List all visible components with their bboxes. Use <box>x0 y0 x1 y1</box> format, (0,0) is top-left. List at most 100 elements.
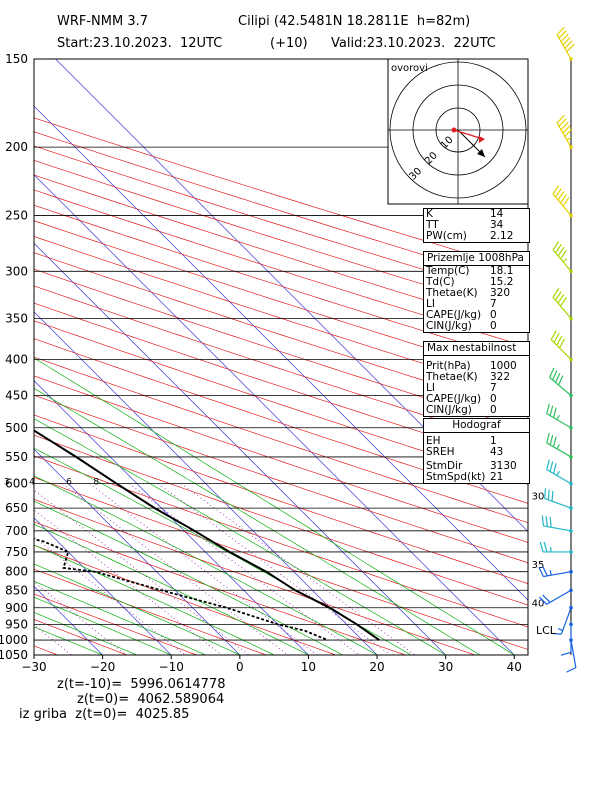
start-label: Start:23.10.2023. 12UTC <box>57 36 223 51</box>
moist-adiabat-line <box>34 563 240 655</box>
wind-barb-dot <box>569 316 573 321</box>
max-key: CAPE(J/kg) <box>426 393 482 405</box>
wind-barb-flag <box>552 436 557 448</box>
max-value: 0 <box>490 393 497 405</box>
pressure-tick-label: 950 <box>5 617 28 631</box>
surface-key: LI <box>426 298 435 310</box>
wind-barb-half-flag <box>556 415 560 420</box>
max-value: 1000 <box>490 360 517 372</box>
hodograph-ring <box>435 107 481 153</box>
hodograf-value: 21 <box>490 471 504 483</box>
moist-adiabat-line <box>34 523 309 655</box>
wind-barb-dot <box>569 393 573 398</box>
hodograf-value: 3130 <box>490 460 517 472</box>
hodograph-point <box>451 127 457 133</box>
wind-barb-flag <box>543 541 548 553</box>
wind-barb-staff <box>546 589 572 605</box>
surface-key: CAPE(J/kg) <box>426 309 482 321</box>
pressure-tick-label: 600 <box>5 477 28 491</box>
temperature-tick-label: 10 <box>301 660 316 674</box>
hodograf-title: Hodograf <box>424 419 529 433</box>
wind-barb-flag <box>562 37 571 46</box>
wind-barb-flag <box>552 407 557 418</box>
index-value: 34 <box>490 219 504 231</box>
index-value: 14 <box>490 208 504 220</box>
wind-barb-flag <box>538 596 548 605</box>
index-key: TT <box>426 219 439 231</box>
isotherm-line <box>55 59 528 532</box>
wind-barb-flag <box>549 516 552 528</box>
isotherm-line <box>34 517 172 655</box>
wind-barb-flag <box>546 459 550 470</box>
moist-adiabat-line <box>34 475 378 655</box>
z-zero-value: 4062.589064 <box>137 692 225 707</box>
offset-label: (+10) <box>270 36 308 51</box>
wind-barb-staff <box>544 497 572 509</box>
wind-barb-flag <box>541 515 545 527</box>
surface-value: 320 <box>490 287 511 299</box>
surface-key: Td(C) <box>426 276 455 288</box>
mixing-ratio-line <box>34 489 249 655</box>
wind-barb-half-flag <box>549 570 552 576</box>
surface-key: CIN(J/kg) <box>426 320 472 332</box>
max-key: Prit(hPa) <box>426 360 471 372</box>
skewt-chart: 1502002503003504004505005506006507007508… <box>0 26 577 674</box>
pressure-tick-label: 500 <box>5 421 28 435</box>
index-row: TT 34 <box>424 220 529 231</box>
temperature-tick-label: 30 <box>438 660 453 674</box>
hodograf-key: EH <box>426 435 441 447</box>
z-minus10-value: 5996.0614778 <box>130 677 226 692</box>
temperature-tick-label: 20 <box>369 660 384 674</box>
wind-barb-dot <box>569 622 573 627</box>
wind-barb-flag <box>564 40 573 49</box>
z-grib-label: iz griba z(t=0)= <box>19 707 128 722</box>
valid-label: Valid:23.10.2023. 22UTC <box>331 36 496 51</box>
wind-barb-flag <box>538 566 544 577</box>
wind-barb-staff <box>556 122 572 148</box>
wind-barb-flag <box>551 632 562 635</box>
dry-adiabat-line <box>34 568 267 655</box>
moist-adiabat-line <box>34 418 446 655</box>
wind-barb-dot <box>569 506 573 510</box>
hodograph-ring <box>389 61 527 199</box>
moist-adiabat-line <box>34 447 412 655</box>
pressure-tick-label: 750 <box>5 545 28 559</box>
wind-barb-flag <box>562 197 570 207</box>
wind-barb-flag <box>560 33 569 42</box>
wind-barb-flag <box>552 288 560 298</box>
mixing-ratio-line <box>157 483 391 655</box>
max-key: LI <box>426 382 435 394</box>
wind-barb-dot <box>569 357 573 362</box>
wind-barb-flag <box>557 294 565 304</box>
wind-barb-staff <box>546 442 572 458</box>
wind-barb-flag <box>555 188 562 198</box>
temperature-tick-label: −20 <box>90 660 115 674</box>
index-value: 2.12 <box>490 230 514 242</box>
moist-adiabat-line <box>34 387 481 655</box>
z-zero-label: z(t=0)= <box>77 692 130 707</box>
max-key: Thetae(K) <box>426 371 478 383</box>
wind-barb-staff <box>552 249 572 272</box>
hodograph-trace-arrow <box>479 136 485 143</box>
wind-barb-flag <box>558 118 567 127</box>
isotherm-line <box>34 311 378 655</box>
hodograf-key: StmSpd(kt) <box>426 471 486 483</box>
wind-barb-staff <box>556 34 572 60</box>
wind-barb-flag <box>553 333 560 343</box>
surface-value: 0 <box>490 320 497 332</box>
wind-barb-staff <box>552 296 572 319</box>
wind-barb-staff <box>552 193 572 216</box>
moist-adiabat-line <box>34 596 172 655</box>
mixing-ratio-label: 8 <box>93 478 99 488</box>
wind-barb-dot <box>569 145 573 149</box>
pressure-tick-label: 300 <box>5 264 28 278</box>
pressure-tick-label: 450 <box>5 388 28 402</box>
wind-barb-flag <box>556 335 563 346</box>
pressure-tick-label: 650 <box>5 501 28 515</box>
height-line-1: z(t=-10)= 5996.0614778 <box>57 677 225 692</box>
max-value: 0 <box>490 404 497 416</box>
wind-barb-staff <box>546 469 572 485</box>
wind-barb-flag <box>560 121 569 131</box>
wind-barb-dot <box>569 529 573 533</box>
index-key: K <box>426 208 433 220</box>
